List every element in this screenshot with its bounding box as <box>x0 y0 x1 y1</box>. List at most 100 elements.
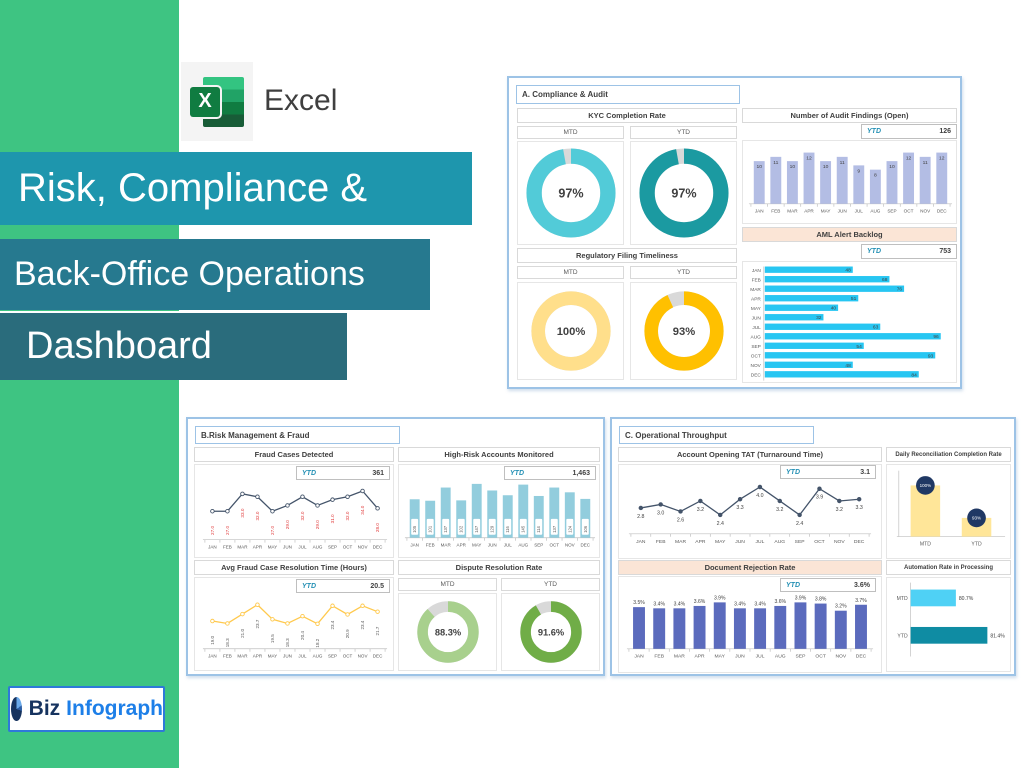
svg-text:20.4: 20.4 <box>300 631 305 640</box>
aml-backlog-title: AML Alert Backlog <box>742 227 957 242</box>
svg-text:93%: 93% <box>972 515 981 520</box>
biz-infograph-logo: Biz Infograph <box>8 686 165 732</box>
svg-text:SEP: SEP <box>795 539 806 545</box>
svg-text:APR: APR <box>694 654 705 660</box>
aml-backlog-hbar-chart[interactable]: JAN 48 FEB 68 MAR 76 APR 51 MAY 40 JUN 32 JUL 63 AUG 96… <box>742 261 957 383</box>
panel-risk-management-fraud: B.Risk Management & Fraud Fraud Cases De… <box>186 417 605 676</box>
svg-text:MTD: MTD <box>920 541 931 547</box>
svg-text:84: 84 <box>911 372 917 378</box>
svg-text:AUG: AUG <box>774 539 785 545</box>
regulatory-ytd-donut-chart[interactable]: 93% <box>630 282 737 380</box>
svg-text:JUN: JUN <box>735 654 745 660</box>
svg-text:21.0: 21.0 <box>240 629 245 638</box>
svg-text:93: 93 <box>928 353 934 359</box>
svg-text:116: 116 <box>505 525 510 532</box>
svg-text:FEB: FEB <box>426 543 435 548</box>
svg-text:DEC: DEC <box>751 372 762 378</box>
svg-text:3.6%: 3.6% <box>775 599 787 605</box>
dispute-ytd-donut-chart[interactable]: 91.6% <box>501 593 600 671</box>
regulatory-mtd-donut-chart[interactable]: 100% <box>517 282 624 380</box>
svg-text:32: 32 <box>816 315 822 321</box>
automation-rate-hbar-chart[interactable]: MTD 80.7% YTD 81.4% <box>886 577 1011 672</box>
svg-text:147: 147 <box>474 525 479 533</box>
svg-text:51: 51 <box>851 296 857 302</box>
svg-text:MAY: MAY <box>268 654 278 659</box>
svg-text:3.4%: 3.4% <box>674 601 686 607</box>
kyc-ytd-donut-chart[interactable]: 97% <box>630 141 737 245</box>
svg-text:OCT: OCT <box>904 209 914 214</box>
svg-text:3.7%: 3.7% <box>855 598 867 604</box>
svg-text:10: 10 <box>790 164 796 170</box>
svg-text:106: 106 <box>583 525 588 533</box>
svg-text:3.4%: 3.4% <box>734 601 746 607</box>
svg-text:DEC: DEC <box>856 654 867 660</box>
dispute-mtd-header: MTD <box>398 578 497 591</box>
kyc-mtd-donut-chart[interactable]: 97% <box>517 141 624 245</box>
audit-findings-ytd-box[interactable]: YTD 126 <box>861 124 957 139</box>
regulatory-ytd-header: YTD <box>630 266 737 279</box>
dispute-rate-title: Dispute Resolution Rate <box>398 560 600 575</box>
ytd-label: YTD <box>786 468 800 476</box>
svg-text:29.0: 29.0 <box>315 520 320 529</box>
title-line-1: Risk, Compliance & <box>0 152 472 225</box>
tat-ytd-box[interactable]: YTD 3.1 <box>780 465 876 479</box>
svg-text:18.2: 18.2 <box>315 638 320 647</box>
svg-text:MAR: MAR <box>675 539 686 545</box>
svg-text:81.4%: 81.4% <box>990 633 1005 639</box>
ytd-label: YTD <box>786 581 800 589</box>
svg-text:10: 10 <box>756 164 762 170</box>
svg-text:FEB: FEB <box>656 539 666 545</box>
resolution-time-ytd-box[interactable]: YTD 20.5 <box>296 579 390 593</box>
panel-b-header[interactable]: B.Risk Management & Fraud <box>195 426 400 444</box>
ytd-value: 753 <box>939 248 951 255</box>
rejection-rate-ytd-box[interactable]: YTD 3.6% <box>780 578 876 592</box>
svg-text:MAY: MAY <box>715 539 726 545</box>
kyc-ytd-header: YTD <box>630 126 737 139</box>
svg-text:DEC: DEC <box>373 654 383 659</box>
highrisk-accounts-title: High-Risk Accounts Monitored <box>398 447 600 462</box>
fraud-cases-ytd-box[interactable]: YTD 361 <box>296 466 390 480</box>
svg-text:JAN: JAN <box>634 654 644 660</box>
svg-text:19.5: 19.5 <box>270 634 275 643</box>
panel-c-header[interactable]: C. Operational Throughput <box>619 426 814 444</box>
svg-text:JUL: JUL <box>298 545 307 550</box>
excel-icon-x: X <box>190 86 220 117</box>
ytd-value: 361 <box>372 469 384 477</box>
svg-text:31.0: 31.0 <box>330 514 335 523</box>
audit-findings-bar-chart[interactable]: JAN FEB MAR APR MAY JUN JUL AUG SEP OCT NOV DEC 10 11… <box>742 140 957 224</box>
panel-compliance-audit: A. Compliance & Audit KYC Completion Rat… <box>507 76 962 389</box>
svg-text:8: 8 <box>874 173 877 179</box>
svg-text:JUL: JUL <box>756 539 765 545</box>
svg-text:3.3: 3.3 <box>856 505 863 511</box>
ytd-value: 3.6% <box>854 581 870 589</box>
dispute-mtd-donut-chart[interactable]: 88.3% <box>398 593 497 671</box>
svg-text:23.4: 23.4 <box>330 620 335 629</box>
reconciliation-title: Daily Reconciliation Completion Rate <box>886 447 1011 462</box>
aml-backlog-ytd-box[interactable]: YTD 753 <box>861 244 957 259</box>
tat-line-chart[interactable]: JAN FEB MAR APR MAY JUN JUL AUG SEP OCT NOV DEC 2.8 3… <box>618 464 882 559</box>
svg-text:3.4%: 3.4% <box>653 601 665 607</box>
svg-text:11: 11 <box>773 160 778 166</box>
ytd-label: YTD <box>867 248 881 255</box>
svg-text:APR: APR <box>457 543 467 548</box>
svg-text:JAN: JAN <box>208 545 217 550</box>
highrisk-accounts-ytd-box[interactable]: YTD 1,463 <box>504 466 596 480</box>
reconciliation-column-chart[interactable]: 100% MTD 93% YTD <box>886 464 1011 559</box>
excel-logo-tile: X <box>181 62 253 141</box>
svg-text:63: 63 <box>873 325 879 331</box>
svg-text:3.8%: 3.8% <box>815 597 827 603</box>
svg-text:96: 96 <box>933 334 939 340</box>
rejection-rate-bar-chart[interactable]: JAN FEB MAR APR MAY JUN JUL AUG SEP OCT NOV DEC 3.5%… <box>618 576 882 673</box>
svg-text:NOV: NOV <box>920 209 931 214</box>
svg-text:JAN: JAN <box>410 543 419 548</box>
excel-label: Excel <box>264 84 338 117</box>
svg-text:97%: 97% <box>558 187 583 201</box>
svg-text:29.0: 29.0 <box>285 520 290 529</box>
panel-a-header[interactable]: A. Compliance & Audit <box>516 85 740 104</box>
svg-text:28.0: 28.0 <box>375 523 380 532</box>
svg-text:101: 101 <box>428 525 433 533</box>
svg-text:11: 11 <box>840 160 845 166</box>
regulatory-title: Regulatory Filing Timeliness <box>517 248 737 263</box>
svg-text:MAY: MAY <box>268 545 278 550</box>
